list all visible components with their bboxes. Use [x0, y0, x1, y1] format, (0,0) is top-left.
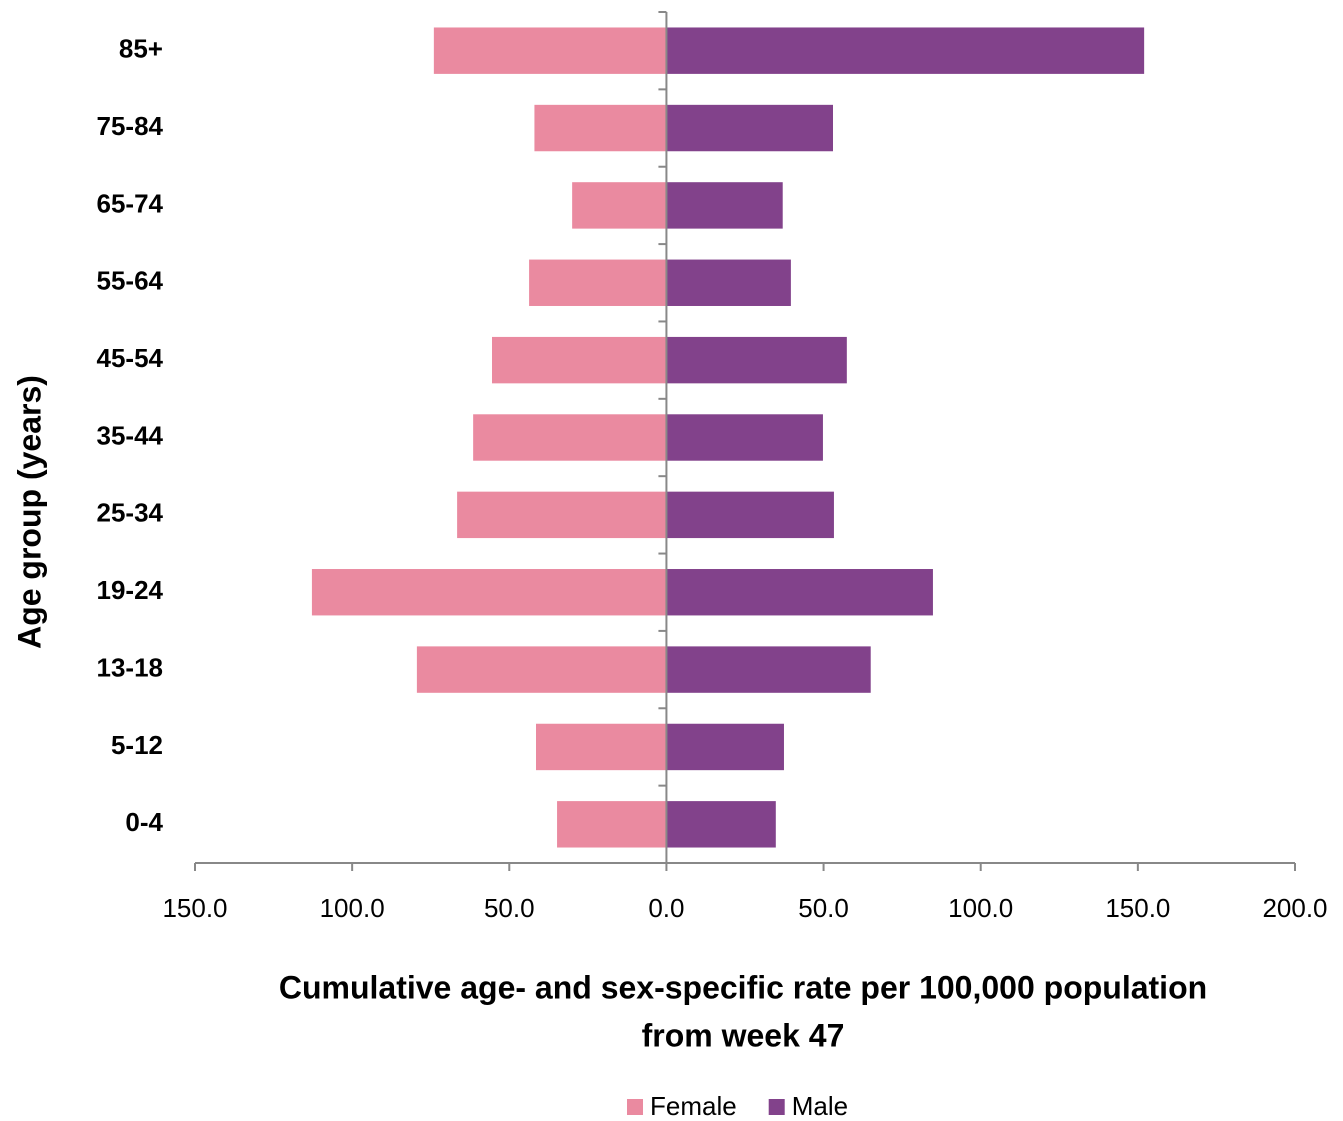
x-tick-label: 0.0	[648, 893, 684, 923]
bar	[473, 414, 667, 461]
bar	[536, 723, 667, 771]
bar	[666, 414, 823, 461]
y-axis-title: Age group (years)	[11, 375, 47, 649]
y-tick-label: 0-4	[125, 807, 163, 837]
x-tick-label: 150.0	[1105, 893, 1170, 923]
y-tick-label: 5-12	[111, 730, 163, 760]
x-tick-label: 150.0	[162, 893, 227, 923]
bar	[666, 646, 871, 693]
bar	[666, 569, 933, 616]
y-tick-label: 45-54	[97, 343, 164, 373]
bar	[416, 646, 667, 693]
y-tick-label: 75-84	[97, 111, 164, 141]
y-tick-label: 19-24	[97, 575, 164, 605]
bar	[666, 104, 833, 152]
legend-swatch	[768, 1099, 785, 1115]
bar	[666, 259, 791, 306]
x-axis-title: Cumulative age- and sex-specific rate pe…	[279, 969, 1207, 1005]
bar	[666, 182, 783, 229]
legend-label: Female	[650, 1091, 737, 1121]
x-tick-label: 100.0	[948, 893, 1013, 923]
y-tick-label: 85+	[119, 34, 163, 64]
bar	[666, 723, 784, 771]
bar	[557, 801, 667, 848]
bar	[311, 569, 667, 616]
bar	[666, 491, 834, 539]
bar	[666, 336, 847, 384]
y-tick-label: 35-44	[97, 420, 164, 450]
y-tick-label: 65-74	[97, 188, 164, 218]
bar	[572, 182, 667, 229]
bar	[433, 27, 667, 74]
y-tick-label: 25-34	[97, 498, 164, 528]
x-tick-label: 200.0	[1262, 893, 1327, 923]
y-tick-label: 13-18	[97, 652, 164, 682]
legend-label: Male	[792, 1091, 848, 1121]
x-tick-label: 50.0	[798, 893, 849, 923]
x-axis-title: from week 47	[642, 1017, 845, 1053]
legend-swatch	[627, 1099, 643, 1115]
bar	[457, 491, 667, 539]
bar	[529, 259, 667, 306]
bar	[666, 27, 1145, 74]
bar	[666, 801, 776, 848]
bar	[492, 336, 667, 384]
x-tick-label: 100.0	[320, 893, 385, 923]
x-tick-label: 50.0	[484, 893, 535, 923]
y-tick-label: 55-64	[97, 266, 164, 296]
bar	[534, 104, 667, 152]
